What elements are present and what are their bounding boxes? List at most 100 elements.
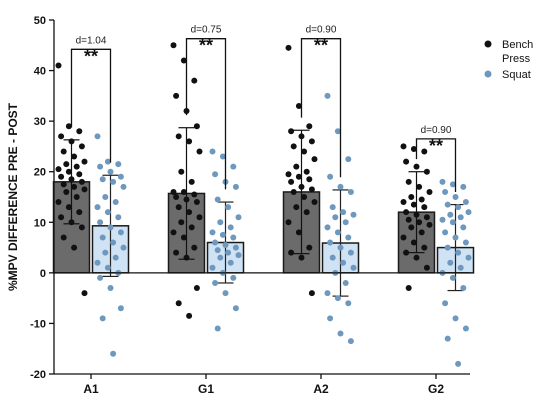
legend: Bench Press Squat bbox=[484, 39, 533, 81]
data-point-squat-a1 bbox=[110, 239, 117, 246]
x-tick-label-a1: A1 bbox=[83, 382, 99, 396]
data-point-bench-a1 bbox=[58, 214, 65, 221]
data-point-squat-a1 bbox=[110, 178, 117, 185]
data-point-squat-g1 bbox=[230, 163, 237, 170]
significance-stars-a1: ** bbox=[84, 46, 98, 66]
data-point-bench-a2 bbox=[290, 143, 297, 150]
data-point-bench-g2 bbox=[405, 285, 412, 292]
data-point-bench-a1 bbox=[65, 204, 72, 211]
data-point-bench-g1 bbox=[186, 312, 193, 319]
data-point-squat-g1 bbox=[230, 274, 237, 281]
data-point-bench-a1 bbox=[71, 183, 78, 190]
data-point-squat-a2 bbox=[337, 183, 344, 190]
data-point-bench-g2 bbox=[400, 199, 407, 206]
significance-stars-a2: ** bbox=[314, 36, 328, 56]
data-point-squat-g2 bbox=[444, 335, 451, 342]
data-point-bench-a2 bbox=[308, 290, 315, 297]
data-point-squat-a2 bbox=[324, 290, 331, 297]
data-point-squat-g2 bbox=[460, 285, 467, 292]
significance-bracket-a2 bbox=[300, 38, 342, 178]
data-point-squat-g2 bbox=[447, 211, 454, 218]
data-point-squat-g2 bbox=[462, 239, 469, 246]
data-point-squat-g1 bbox=[225, 249, 232, 256]
data-point-bench-g1 bbox=[188, 178, 195, 185]
data-point-bench-a1 bbox=[63, 188, 70, 195]
y-tick-label: -10 bbox=[30, 318, 46, 330]
data-point-bench-g2 bbox=[410, 239, 417, 246]
data-point-bench-a1 bbox=[60, 234, 67, 241]
data-point-squat-a2 bbox=[345, 156, 352, 163]
data-point-squat-g2 bbox=[442, 300, 449, 307]
data-point-squat-g2 bbox=[452, 315, 459, 322]
effect-size-label-g1: d=0.75 bbox=[191, 25, 222, 36]
data-point-squat-a1 bbox=[104, 264, 111, 271]
data-point-squat-g2 bbox=[462, 199, 469, 206]
data-point-squat-g1 bbox=[212, 171, 219, 178]
data-point-squat-a2 bbox=[347, 188, 354, 195]
data-point-squat-a1 bbox=[102, 194, 109, 200]
data-point-squat-a2 bbox=[350, 264, 357, 271]
data-point-bench-a1 bbox=[71, 153, 78, 160]
data-point-bench-g2 bbox=[421, 204, 428, 211]
data-point-bench-g2 bbox=[413, 211, 420, 218]
data-point-bench-a1 bbox=[60, 181, 67, 188]
data-point-squat-a2 bbox=[327, 173, 334, 180]
data-point-squat-g2 bbox=[460, 183, 467, 190]
data-point-squat-a1 bbox=[94, 259, 101, 266]
data-point-squat-g2 bbox=[455, 360, 462, 367]
data-point-squat-g1 bbox=[212, 279, 219, 286]
significance-stars-g2: ** bbox=[429, 136, 443, 156]
data-point-bench-a1 bbox=[68, 138, 75, 145]
data-point-squat-g2 bbox=[465, 254, 472, 261]
data-point-bench-a1 bbox=[55, 166, 62, 173]
data-point-squat-a1 bbox=[94, 204, 101, 211]
data-point-bench-g2 bbox=[413, 163, 420, 170]
y-tick-label: -20 bbox=[30, 369, 46, 381]
data-point-bench-a2 bbox=[308, 186, 315, 193]
data-point-squat-g1 bbox=[232, 183, 239, 190]
data-point-squat-g1 bbox=[214, 196, 221, 203]
x-tick-label-g2: G2 bbox=[428, 382, 444, 396]
data-point-squat-g1 bbox=[209, 264, 216, 271]
data-point-squat-g1 bbox=[230, 234, 237, 241]
data-point-bench-g2 bbox=[426, 188, 433, 195]
data-point-bench-a1 bbox=[73, 163, 80, 170]
data-point-bench-g2 bbox=[410, 201, 417, 208]
data-point-squat-a1 bbox=[94, 133, 101, 140]
data-point-bench-a1 bbox=[76, 209, 83, 216]
data-point-squat-a2 bbox=[327, 239, 334, 246]
data-point-squat-a2 bbox=[340, 209, 347, 216]
data-point-bench-a1 bbox=[68, 176, 75, 183]
data-point-bench-g1 bbox=[180, 57, 187, 64]
data-point-squat-a1 bbox=[99, 315, 106, 322]
data-point-squat-a1 bbox=[107, 168, 114, 175]
data-point-bench-g2 bbox=[421, 244, 428, 251]
data-point-bench-g1 bbox=[175, 300, 182, 307]
data-point-squat-a2 bbox=[329, 254, 336, 261]
data-point-squat-a2 bbox=[337, 244, 344, 251]
data-point-bench-a2 bbox=[298, 254, 305, 261]
data-point-bench-a2 bbox=[288, 178, 295, 185]
data-point-squat-a2 bbox=[334, 128, 341, 135]
data-point-bench-a1 bbox=[76, 171, 83, 178]
x-tick-label-a2: A2 bbox=[313, 382, 329, 396]
data-point-bench-a1 bbox=[63, 161, 70, 168]
y-tick-label: 10 bbox=[34, 217, 46, 229]
data-point-squat-g1 bbox=[219, 231, 226, 238]
data-point-squat-g1 bbox=[214, 325, 221, 332]
data-point-squat-g1 bbox=[209, 229, 216, 236]
data-point-squat-a2 bbox=[345, 300, 352, 307]
data-point-bench-g1 bbox=[175, 204, 182, 211]
data-point-squat-a2 bbox=[332, 214, 339, 221]
y-tick-label: 50 bbox=[34, 15, 46, 27]
significance-bracket-g1 bbox=[185, 38, 227, 190]
data-point-bench-g2 bbox=[405, 216, 412, 223]
data-point-bench-g2 bbox=[400, 234, 407, 241]
data-point-bench-g1 bbox=[186, 138, 193, 145]
data-point-squat-a1 bbox=[104, 209, 111, 216]
data-point-bench-a1 bbox=[71, 244, 78, 251]
data-point-squat-a2 bbox=[350, 211, 357, 218]
data-point-squat-a1 bbox=[120, 244, 127, 251]
data-point-squat-g2 bbox=[442, 188, 449, 195]
data-point-bench-a2 bbox=[290, 188, 297, 195]
